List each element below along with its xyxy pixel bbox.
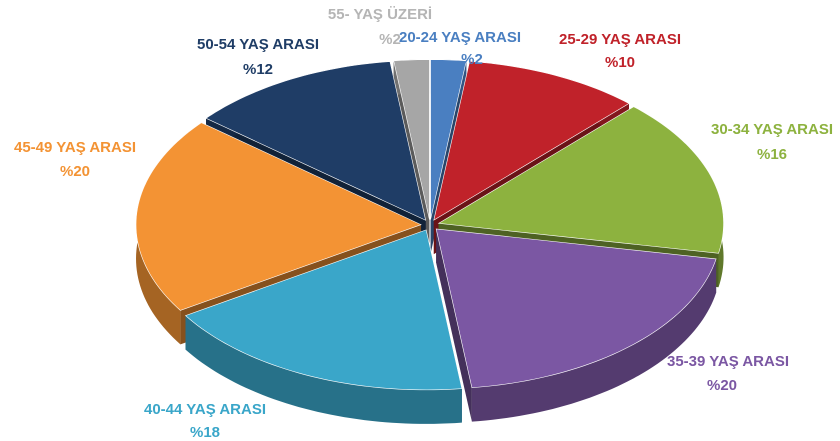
slice-value-label: %16 [757, 146, 787, 163]
slice-wall [436, 228, 472, 422]
slice-label: 45-49 YAŞ ARASI [14, 139, 136, 156]
slice-value-label: %20 [707, 377, 737, 394]
slice [437, 106, 724, 254]
slice [433, 61, 630, 221]
slice [430, 59, 467, 220]
slice [205, 61, 427, 221]
slice-value-label: %18 [190, 424, 220, 441]
slice-value-label: %10 [605, 54, 635, 71]
slice-value-label: %12 [243, 61, 273, 78]
slice [435, 228, 717, 388]
slice-side [185, 315, 462, 424]
slice-label: 40-44 YAŞ ARASI [144, 401, 266, 418]
slice [135, 122, 422, 311]
slice-value-label: %2 [461, 51, 483, 68]
slice-label: 25-29 YAŞ ARASI [559, 31, 681, 48]
slice-label: 30-34 YAŞ ARASI [711, 121, 833, 138]
slice-label: 55- YAŞ ÜZERİ [328, 6, 432, 23]
slice-label: 35-39 YAŞ ARASI [667, 353, 789, 370]
slice-side [471, 258, 717, 422]
slice-label: 50-54 YAŞ ARASI [197, 36, 319, 53]
slice [184, 229, 463, 391]
slice-value-label: %20 [60, 163, 90, 180]
slice-value-label: %2 [379, 31, 401, 48]
slice-tops [135, 59, 724, 391]
slice [393, 59, 430, 220]
slice-label: 20-24 YAŞ ARASI [399, 29, 521, 46]
